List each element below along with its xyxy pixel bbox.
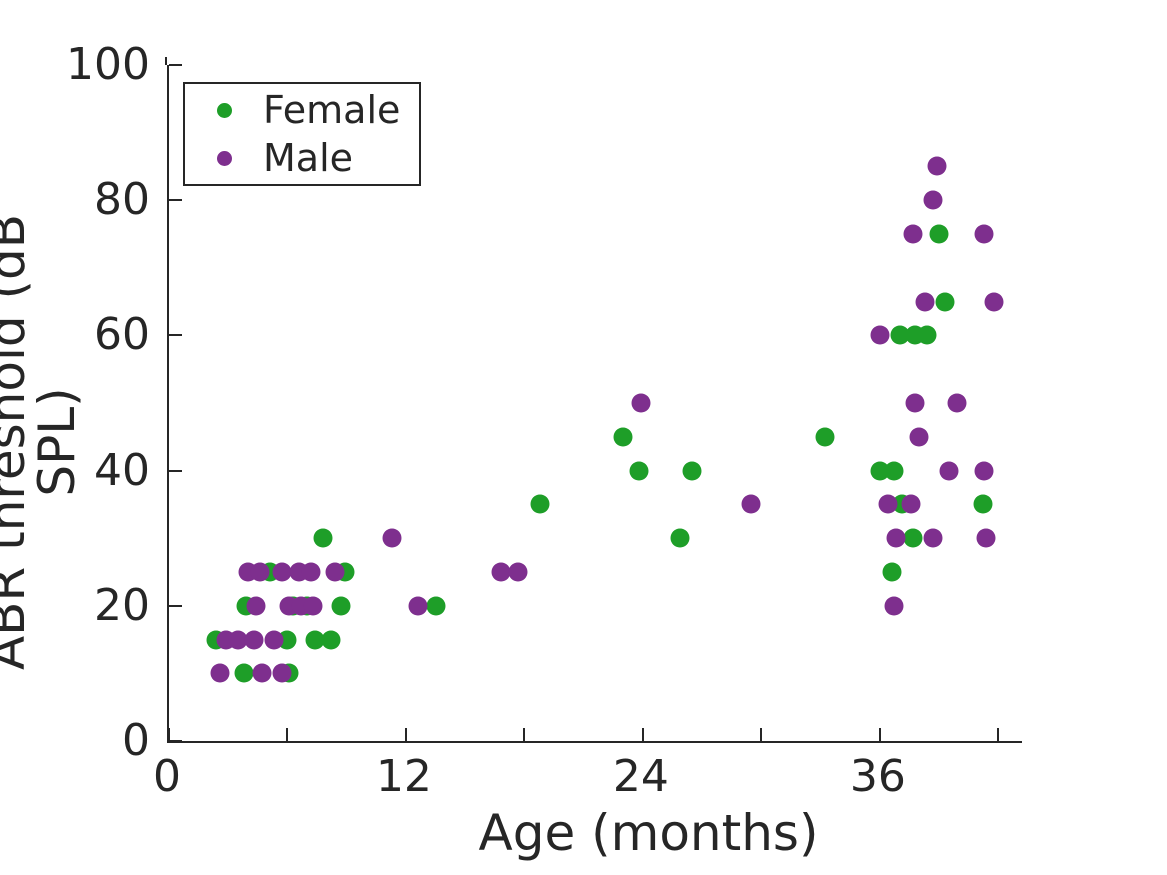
data-point-male [301,562,321,582]
data-point-male [905,393,925,413]
data-point-male [947,393,967,413]
data-point-female [884,461,904,481]
data-point-female [929,224,949,244]
data-point-male [939,461,959,481]
y-tick [169,334,182,337]
data-point-male [631,393,651,413]
x-tick [997,728,1000,741]
data-point-male [408,596,428,616]
x-tick [523,728,526,741]
data-point-female [890,325,910,345]
data-point-male [210,663,230,683]
data-point-male [508,562,528,582]
data-point-female [682,461,702,481]
y-tick-label: 0 [122,715,150,766]
data-point-male [974,224,994,244]
data-point-female [331,596,351,616]
data-point-female [234,663,254,683]
data-point-male [909,427,929,447]
male-marker-icon [217,150,232,166]
legend-label-male: Male [263,136,354,180]
data-point-female [305,630,325,650]
data-point-female [670,528,690,548]
legend-label-female: Female [263,88,401,132]
plot-area [167,64,1022,743]
data-point-male [870,325,890,345]
data-point-female [277,630,297,650]
x-tick [168,728,170,741]
data-point-male [264,630,284,650]
data-point-female [882,562,902,582]
data-point-female [313,528,333,548]
data-point-female [321,630,341,650]
y-tick-label: 40 [94,444,150,496]
y-tick [169,469,182,472]
y-tick-label: 60 [94,309,150,361]
data-point-male [976,528,996,548]
data-point-male [244,630,264,650]
data-point-female [530,494,550,514]
y-tick-label: 20 [94,579,150,631]
x-tick-label: 12 [375,751,432,802]
x-tick [286,728,289,741]
data-point-male [325,562,345,582]
data-point-male [884,596,904,616]
data-point-male [923,528,943,548]
data-point-female [426,596,446,616]
data-point-male [228,630,248,650]
data-point-female [903,528,923,548]
x-tick [878,728,881,741]
data-point-male [272,663,292,683]
data-point-male [903,224,923,244]
data-point-male [901,494,921,514]
y-tick [169,604,182,607]
y-axis-label: ABR threshold (dB SPL) [0,213,86,671]
data-point-male [974,461,994,481]
legend-entry-male: Male [185,139,419,177]
data-point-male [741,494,761,514]
x-tick-label: 36 [849,751,906,802]
legend-entry-female: Female [185,91,419,129]
data-point-male [491,562,511,582]
data-point-female [973,494,992,514]
data-point-male [878,494,898,514]
female-marker-icon [217,102,232,118]
x-axis-label: Age (months) [478,804,819,862]
y-tick [169,64,182,66]
y-tick-label: 100 [66,39,150,90]
data-point-female [629,461,649,481]
x-tick-label: 0 [153,751,181,802]
y-tick-label: 80 [94,174,150,226]
data-point-male [923,190,943,210]
data-point-male [382,528,402,548]
data-point-male [984,292,1004,312]
legend: Female Male [183,82,421,186]
y-tick [169,199,182,202]
y-tick [169,740,182,742]
data-point-male [250,562,270,582]
data-point-male [252,663,272,683]
data-point-male [915,292,935,312]
x-tick-label: 24 [612,751,669,802]
data-point-female [613,427,633,447]
y-axis-spine-extension [165,57,167,65]
x-tick [760,728,763,741]
data-point-female [935,292,955,312]
x-tick [404,728,407,741]
data-point-male [927,156,947,176]
x-tick [641,728,644,741]
data-point-male [246,596,266,616]
data-point-female [917,325,937,345]
data-point-male [303,596,323,616]
data-point-male [886,528,906,548]
data-point-female [815,427,835,447]
data-point-male [272,562,292,582]
